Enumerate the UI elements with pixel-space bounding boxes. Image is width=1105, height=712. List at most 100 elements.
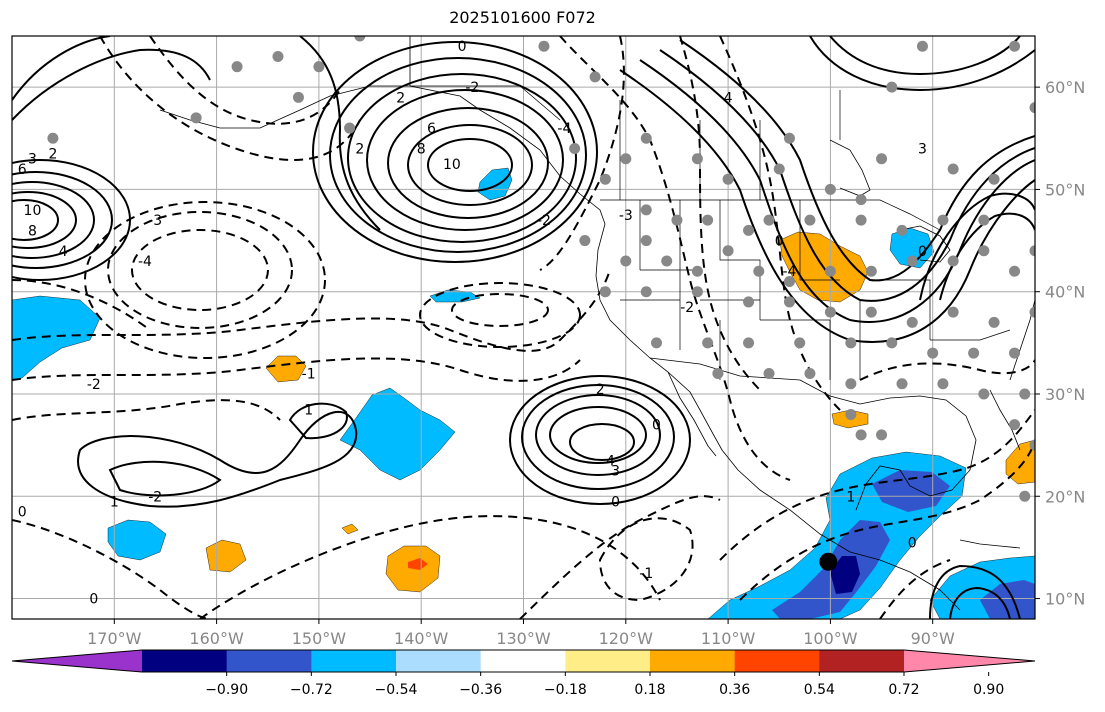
station-dot [1009, 265, 1021, 277]
contour-label: 0 [89, 592, 98, 608]
station-dot [927, 347, 939, 359]
colorbar-segment [565, 650, 651, 672]
colorbar-extend-left [12, 650, 142, 672]
contour-label: -4 [138, 254, 152, 270]
contours-northwest-solid [12, 36, 381, 231]
station-dot [1009, 419, 1021, 431]
border-us-mexico [649, 357, 801, 381]
contour-label: 0 [458, 39, 467, 55]
contour-label: 2 [355, 142, 364, 158]
highlight-marker [819, 552, 838, 571]
station-dot [824, 306, 836, 318]
contour-lines [12, 36, 1035, 619]
contour-label: -1 [302, 367, 316, 383]
colorbar-segment [734, 650, 820, 672]
contour-label: 0 [918, 244, 927, 260]
station-dot [876, 429, 888, 441]
colorbar-label: 0.36 [719, 682, 750, 698]
station-dot [743, 337, 755, 349]
shaded-regions [12, 167, 1035, 619]
station-dot [569, 143, 581, 155]
station-dot [988, 316, 1000, 328]
station-dot [978, 388, 990, 400]
shade-region-caribbean-dark-blue [872, 470, 950, 512]
lat-tick-label: 60°N [1045, 78, 1085, 97]
station-dot [691, 153, 703, 165]
lat-tick-label: 20°N [1045, 487, 1085, 506]
contour-label: 4 [59, 244, 68, 260]
colorbar-segment [819, 650, 905, 672]
station-dot [272, 50, 284, 62]
map-gridlines [12, 36, 1035, 619]
contour-lines-dashed [12, 36, 1035, 619]
lon-tick-label: 120°W [599, 629, 654, 648]
contour-label: 10 [24, 203, 42, 219]
station-dot [1009, 40, 1021, 52]
station-dot [722, 173, 734, 185]
station-dot [599, 286, 611, 298]
contours-alaska-high [312, 41, 598, 263]
station-dot [640, 132, 652, 144]
station-dot [354, 36, 366, 42]
station-dot [1009, 347, 1021, 359]
station-dot [190, 112, 202, 124]
station-dot [722, 245, 734, 257]
station-dot [886, 81, 898, 93]
station-dot [978, 214, 990, 226]
station-dot [906, 316, 918, 328]
station-dot [947, 255, 959, 267]
coastline-baja [667, 371, 717, 457]
station-dot [763, 214, 775, 226]
contour-label: 0 [611, 494, 620, 510]
coastline-gulf-mexico [799, 379, 977, 491]
shade-region-southeast-dark-blue [980, 580, 1035, 619]
station-dot [589, 71, 601, 83]
contour-label: -2 [680, 300, 694, 316]
colorbar-label: −0.54 [375, 682, 418, 698]
shade-region-orange-south-1 [205, 539, 247, 573]
station-dot [344, 122, 356, 134]
station-dot [313, 61, 325, 73]
colorbar-label: 0.90 [973, 682, 1004, 698]
contour-label: 1 [110, 494, 119, 510]
station-dot [937, 214, 949, 226]
shade-region-southwest-blue [107, 519, 167, 561]
station-dot [47, 132, 59, 144]
colorbar-label: 0.54 [804, 682, 835, 698]
contour-label: 2 [48, 147, 57, 163]
coastline-hudson [829, 139, 871, 197]
station-dot [783, 275, 795, 287]
contour-label: 10 [443, 157, 461, 173]
contour-label: -3 [619, 208, 633, 224]
colorbar [11, 649, 1036, 673]
coastline-florida [989, 389, 1021, 451]
station-dot [855, 194, 867, 206]
contour-label: 1 [846, 489, 855, 505]
station-dot [876, 153, 888, 165]
station-dot [855, 214, 867, 226]
map-title: 2025101600 F072 [449, 8, 596, 27]
station-dot [804, 368, 816, 380]
contour-label: 2 [596, 382, 605, 398]
colorbar-segment [142, 650, 228, 672]
station-dot [1029, 306, 1035, 318]
station-dot [753, 265, 765, 277]
coastline-west-coast [595, 223, 961, 611]
station-dot [988, 173, 1000, 185]
lon-tick-label: 130°W [496, 629, 551, 648]
station-dot [650, 337, 662, 349]
station-dot [794, 337, 806, 349]
station-dot [620, 255, 632, 267]
contour-label: -2 [87, 377, 101, 393]
lon-tick-label: 110°W [701, 629, 756, 648]
station-dot [763, 368, 775, 380]
contour-label: 3 [918, 142, 927, 158]
contour-label: 6 [427, 121, 436, 137]
lon-tick-label: 90°W [911, 629, 955, 648]
station-dot [845, 408, 857, 420]
station-dot [804, 214, 816, 226]
station-dot [231, 61, 243, 73]
latitude-tick-labels: 10°N 20°N 30°N 40°N 50°N 60°N [1035, 78, 1085, 609]
